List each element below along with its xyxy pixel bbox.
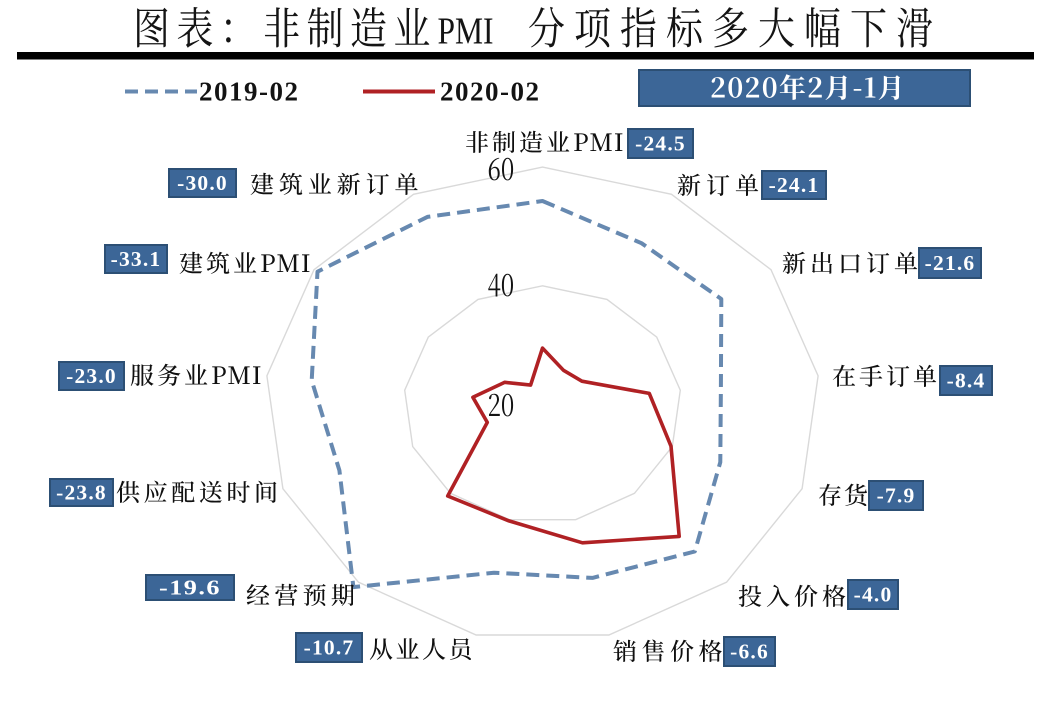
svg-text:-21.6: -21.6 <box>925 251 976 275</box>
svg-text:-23.8: -23.8 <box>56 481 107 505</box>
svg-text:2019-02: 2019-02 <box>199 77 300 107</box>
svg-text:2020-02: 2020-02 <box>440 77 541 107</box>
svg-text:-30.0: -30.0 <box>177 171 228 195</box>
svg-text:-33.1: -33.1 <box>111 247 162 271</box>
svg-text:-24.5: -24.5 <box>635 132 686 156</box>
svg-text:-24.1: -24.1 <box>769 173 820 197</box>
svg-text:-4.0: -4.0 <box>854 583 893 607</box>
svg-text:-23.0: -23.0 <box>66 364 117 388</box>
svg-text:-19.6: -19.6 <box>159 576 221 600</box>
svg-text:-7.9: -7.9 <box>877 484 916 508</box>
svg-text:-10.7: -10.7 <box>304 636 355 660</box>
svg-text:-8.4: -8.4 <box>947 369 986 393</box>
svg-text:-6.6: -6.6 <box>730 640 769 664</box>
svg-text:PMI: PMI <box>438 11 494 53</box>
